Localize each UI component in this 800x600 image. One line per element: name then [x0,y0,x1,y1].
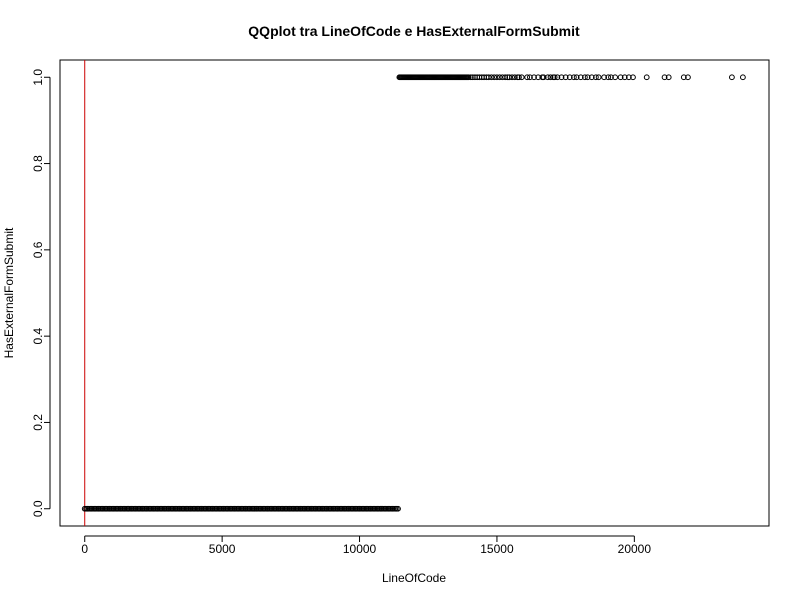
data-point [577,74,584,81]
y-tick-label: 0.2 [31,414,45,431]
data-point [509,74,515,81]
plot-frame [59,59,770,527]
y-tick-label: 1.0 [31,69,45,86]
data-point [612,74,619,81]
data-point [554,74,561,81]
y-tick-label: 0.8 [31,155,45,172]
data-point [531,74,537,81]
data-point [485,74,492,81]
y-tick-label: 0.4 [31,327,45,344]
data-point [665,74,672,81]
data-point [535,74,542,81]
x-axis-label: LineOfCode [382,571,446,585]
data-point [605,74,612,81]
data-point [527,74,533,81]
data-point [729,74,735,81]
data-point [511,74,518,81]
x-tick-label: 20000 [618,542,652,556]
x-tick-label: 10000 [343,542,377,556]
data-point [502,74,509,81]
y-axis-label: HasExternalFormSubmit [2,227,16,358]
y-axis: 0.0 0.2 0.4 0.6 0.8 1.0 [31,69,51,517]
data-point [465,74,472,81]
data-point [516,74,522,81]
data-point [544,74,551,81]
x-tick-label: 5000 [209,542,236,556]
data-point [506,74,513,81]
data-point [592,74,599,81]
data-point [621,74,628,81]
data-point [739,74,746,81]
data-point [617,74,624,81]
data-point [570,74,577,81]
chart-title: QQplot tra LineOfCode e HasExternalFormS… [248,23,580,39]
data-point [547,74,554,81]
data-point [685,74,691,81]
data-point [562,74,569,81]
y-tick-label: 0.0 [31,500,45,517]
x-tick-label: 0 [81,542,88,556]
data-point [395,505,401,512]
y-tick-label: 0.6 [31,241,45,258]
data-point [625,74,632,81]
data-point [581,74,588,81]
data-points [81,74,746,512]
x-axis: 0 5000 10000 15000 20000 [81,535,652,556]
data-point [573,74,580,81]
data-point [524,74,531,81]
data-point [551,74,558,81]
data-point [467,74,474,81]
data-point [643,74,650,81]
data-point [491,74,498,81]
data-point [584,74,591,81]
data-point [558,74,565,81]
data-point [680,74,687,81]
data-point [494,74,500,81]
data-point [601,74,608,81]
data-point [661,74,668,81]
data-point [588,74,595,81]
data-point [496,74,503,81]
data-point [630,74,636,81]
data-point [595,74,602,81]
data-point [540,74,547,81]
data-point [518,74,525,81]
x-tick-label: 15000 [480,542,514,556]
data-point [608,74,614,81]
data-point [566,74,573,81]
data-point [488,74,495,81]
